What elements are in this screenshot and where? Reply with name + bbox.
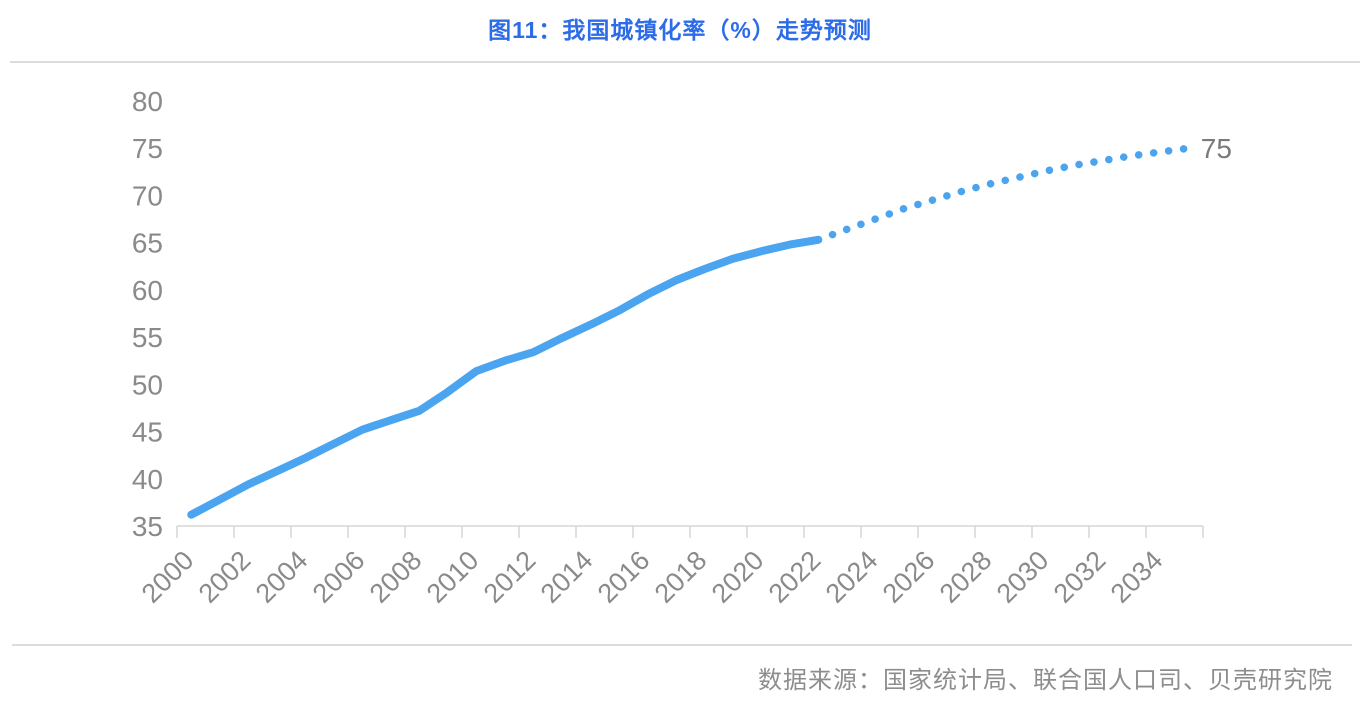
- x-axis-label: 2006: [307, 545, 371, 609]
- y-axis-label: 80: [132, 86, 163, 117]
- y-axis-label: 70: [132, 180, 163, 211]
- x-axis-label: 2020: [706, 545, 770, 609]
- y-axis-label: 55: [132, 322, 163, 353]
- x-axis-label: 2034: [1105, 545, 1169, 609]
- x-axis-label: 2016: [592, 545, 656, 609]
- x-axis-label: 2014: [535, 545, 599, 609]
- x-axis-label: 2012: [478, 545, 542, 609]
- y-axis-label: 75: [132, 133, 163, 164]
- bottom-divider: [12, 644, 1352, 646]
- y-axis-label: 40: [132, 464, 163, 495]
- x-axis-label: 2004: [250, 545, 314, 609]
- data-source: 数据来源：国家统计局、联合国人口司、贝壳研究院: [758, 667, 1333, 694]
- y-axis-label: 45: [132, 417, 163, 448]
- y-axis-label: 35: [132, 511, 163, 542]
- x-axis-label: 2010: [421, 545, 485, 609]
- x-axis-label: 2030: [991, 545, 1055, 609]
- x-axis-label: 2022: [763, 545, 827, 609]
- x-axis-label: 2002: [193, 545, 257, 609]
- y-axis-label: 65: [132, 228, 163, 259]
- y-axis-label: 60: [132, 275, 163, 306]
- series-line-forecast: [814, 144, 1193, 244]
- x-axis-label: 2028: [934, 545, 998, 609]
- x-axis-label: 2018: [649, 545, 713, 609]
- series-line-historical: [187, 235, 823, 519]
- x-axis-label: 2024: [820, 545, 884, 609]
- top-divider: [10, 61, 1360, 63]
- x-axis-label: 2008: [364, 545, 428, 609]
- series-end-value-label: 75: [1201, 133, 1232, 164]
- x-axis-label: 2026: [877, 545, 941, 609]
- x-axis-label: 2032: [1048, 545, 1112, 609]
- x-axis-label: 2000: [136, 545, 200, 609]
- y-axis-label: 50: [132, 369, 163, 400]
- chart-title: 图11：我国城镇化率（%）走势预测: [488, 17, 872, 43]
